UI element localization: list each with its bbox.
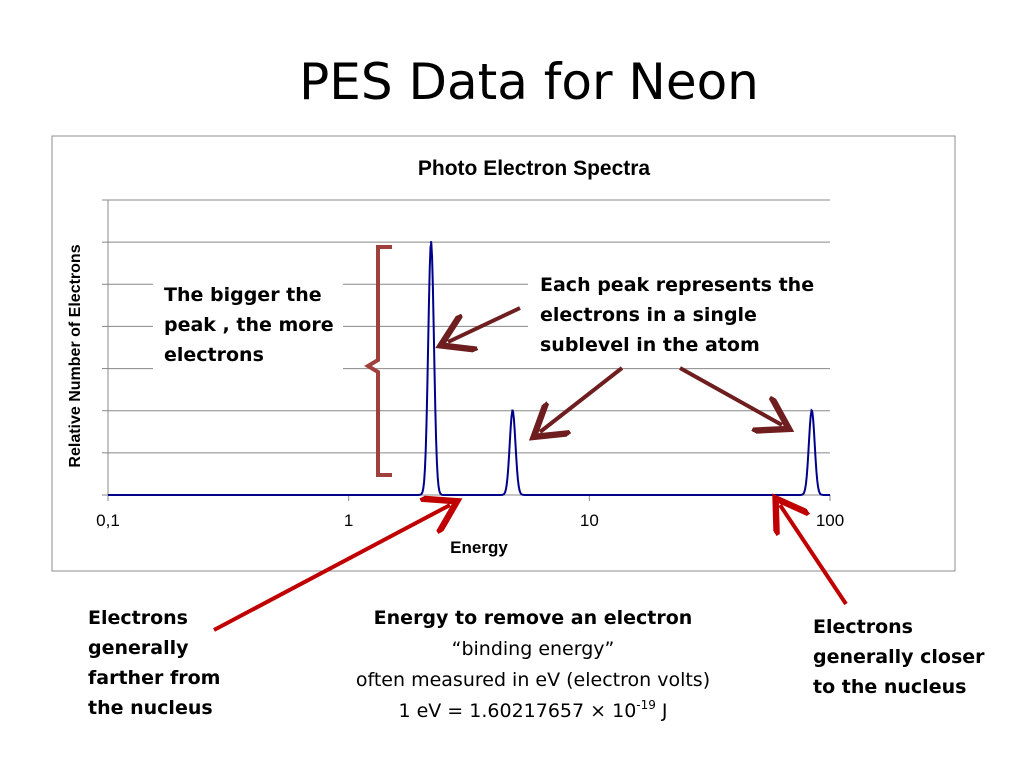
- spectrum-line: [108, 242, 830, 496]
- arrow-to-peak-1: [448, 306, 521, 342]
- caption-closer-to-nucleus: Electrons generally closer to the nucleu…: [813, 616, 985, 698]
- ev-conversion-prefix: 1 eV = 1.60217657 × 10: [398, 700, 637, 722]
- x-tick-label: 10: [580, 511, 599, 530]
- ev-conversion-exponent: -19: [636, 698, 656, 712]
- slide-title: PES Data for Neon: [299, 53, 759, 111]
- y-axis-label: Relative Number of Electrons: [67, 244, 84, 467]
- arrow-low-energy: [213, 505, 450, 632]
- x-tick-label: 1: [344, 511, 353, 530]
- peak-point-1: [429, 240, 433, 244]
- caption-farther-from-nucleus: Electrons generally farther from the nuc…: [88, 607, 221, 719]
- arrow-to-peak-3: [679, 366, 782, 425]
- energy-caption: Energy to remove an electron “binding en…: [300, 603, 766, 727]
- bracket-shape: [364, 245, 392, 477]
- arrow-high-energy: [780, 505, 848, 606]
- x-tick-label: 0,1: [96, 511, 120, 530]
- annotation-bigger-peak: The bigger the peak , the more electrons: [164, 284, 334, 366]
- peak-point-2: [511, 409, 514, 412]
- x-tick-label: 100: [816, 511, 844, 530]
- note-bigger-bg: [153, 275, 343, 370]
- ev-conversion-suffix: J: [655, 700, 668, 722]
- note-peak-bg: [528, 265, 830, 365]
- energy-caption-line2: often measured in eV (electron volts): [355, 669, 711, 691]
- chart-title: Photo Electron Spectra: [418, 157, 651, 180]
- energy-caption-title: Energy to remove an electron: [373, 607, 693, 629]
- arrow-to-peak-2: [540, 366, 624, 432]
- energy-caption-line1: “binding energy”: [451, 638, 615, 660]
- peak-point-3: [810, 409, 813, 412]
- peak-markers: [429, 240, 813, 412]
- energy-caption-line3: 1 eV = 1.60217657 × 10-19 J: [300, 696, 766, 727]
- x-axis-label: Energy: [450, 538, 508, 557]
- annotation-each-peak: Each peak represents the electrons in a …: [540, 274, 815, 356]
- x-tick-labels: 0,1 1 10 100: [96, 511, 844, 530]
